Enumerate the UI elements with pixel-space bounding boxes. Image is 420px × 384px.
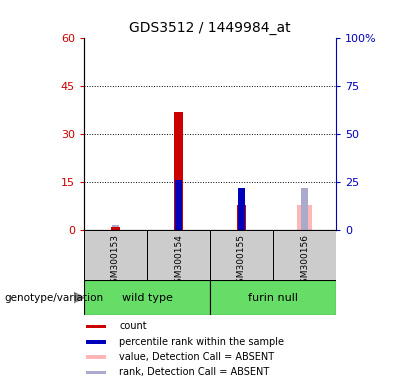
Text: percentile rank within the sample: percentile rank within the sample (119, 337, 284, 347)
Text: GSM300154: GSM300154 (174, 234, 183, 289)
Text: rank, Detection Call = ABSENT: rank, Detection Call = ABSENT (119, 367, 270, 377)
Bar (111, 227, 120, 230)
Text: value, Detection Call = ABSENT: value, Detection Call = ABSENT (119, 352, 274, 362)
Bar (86, 340, 106, 344)
Bar (84, 230, 147, 280)
Text: GSM300155: GSM300155 (237, 234, 246, 290)
Bar (176, 180, 182, 230)
Text: genotype/variation: genotype/variation (4, 293, 103, 303)
Bar (239, 188, 244, 230)
Bar (84, 280, 210, 315)
Bar (86, 371, 106, 374)
Bar (86, 355, 106, 359)
Bar (113, 225, 119, 230)
Text: count: count (119, 321, 147, 331)
Bar (297, 205, 312, 230)
Bar (86, 324, 106, 328)
Text: wild type: wild type (121, 293, 173, 303)
Text: furin null: furin null (248, 293, 298, 303)
Polygon shape (74, 292, 84, 303)
Bar (210, 280, 336, 315)
Text: GSM300153: GSM300153 (111, 234, 120, 290)
Bar (210, 230, 273, 280)
Bar (174, 112, 183, 230)
Bar (273, 230, 336, 280)
Text: GSM300156: GSM300156 (300, 234, 309, 290)
Title: GDS3512 / 1449984_at: GDS3512 / 1449984_at (129, 21, 291, 35)
Bar (302, 188, 308, 230)
Bar (147, 230, 210, 280)
Bar (237, 205, 246, 230)
